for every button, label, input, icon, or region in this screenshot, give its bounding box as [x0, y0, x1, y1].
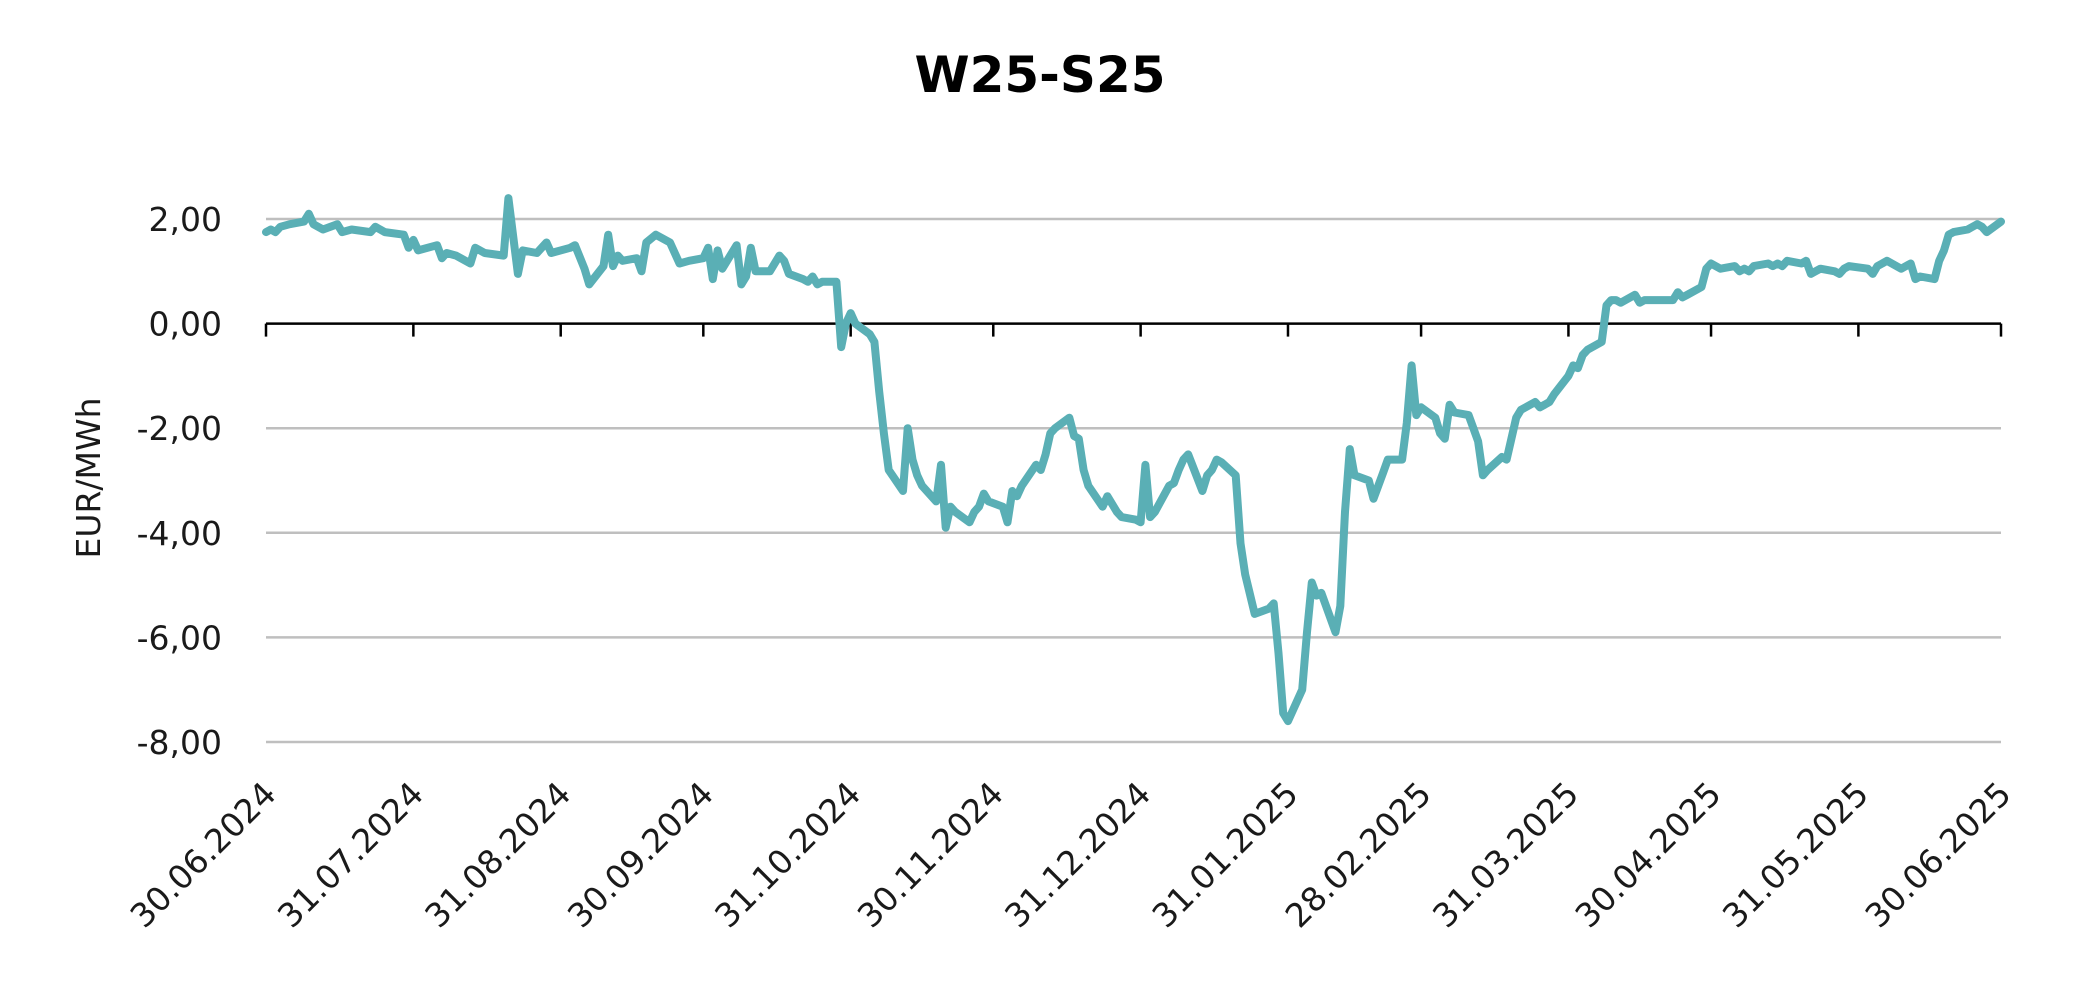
x-axis	[264, 322, 2003, 337]
series-group	[262, 194, 2005, 726]
gridlines	[266, 217, 2001, 744]
chart-title: W25-S25	[914, 46, 1165, 104]
x-tick-label: 30.06.2025	[1857, 774, 2018, 935]
y-tick-label: -4,00	[137, 514, 222, 553]
x-tick-label: 31.08.2024	[417, 774, 578, 935]
x-tick-label: 30.04.2025	[1568, 774, 1729, 935]
x-tick-label: 30.06.2024	[122, 774, 283, 935]
y-tick-label: -8,00	[137, 723, 222, 762]
x-tick-label: 30.11.2024	[850, 774, 1011, 935]
y-axis-label: EUR/MWh	[69, 397, 108, 558]
y-tick-label: 2,00	[149, 200, 222, 239]
series-line	[262, 194, 2005, 726]
x-tick-label: 31.10.2024	[707, 774, 868, 935]
y-tick-label: 0,00	[149, 305, 222, 344]
x-tick-label: 31.12.2024	[997, 774, 1158, 935]
x-tick-label: 30.09.2024	[560, 774, 721, 935]
y-tick-label: -2,00	[137, 409, 222, 448]
y-tick-labels: 2,00 0,00 -2,00 -4,00 -6,00 -8,00	[137, 200, 222, 762]
y-tick-label: -6,00	[137, 618, 222, 657]
x-tick-label: 31.03.2025	[1425, 774, 1586, 935]
x-tick-label: 31.07.2024	[270, 774, 431, 935]
x-tick-label: 31.05.2025	[1715, 774, 1876, 935]
x-tick-labels: 30.06.202431.07.202431.08.202430.09.2024…	[122, 774, 2018, 935]
